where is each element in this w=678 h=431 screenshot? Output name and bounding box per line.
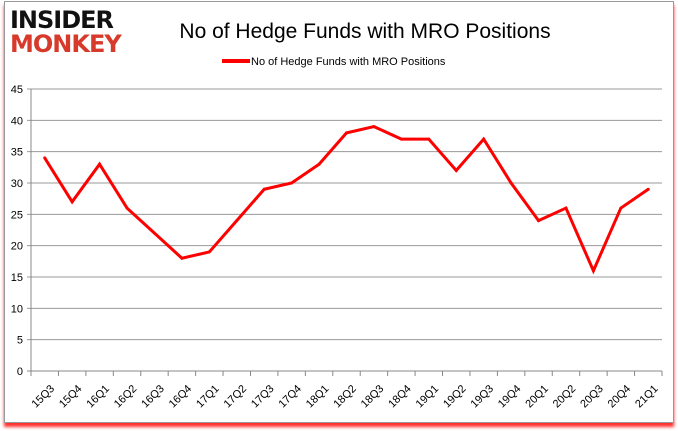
x-tick-label: 16Q1 xyxy=(84,383,112,411)
x-tick-label: 20Q4 xyxy=(606,383,634,411)
x-tick-label: 17Q3 xyxy=(249,383,277,411)
chart-frame xyxy=(4,1,674,423)
y-tick-label: 40 xyxy=(11,115,23,127)
data-point xyxy=(619,206,623,210)
x-tick-label: 16Q4 xyxy=(167,383,195,411)
data-point xyxy=(317,162,321,166)
insider-monkey-logo: INSIDER MONKEY xyxy=(10,6,122,58)
data-point xyxy=(262,187,266,191)
data-point xyxy=(70,200,74,204)
y-tick-label: 45 xyxy=(11,84,23,96)
x-tick-label: 21Q1 xyxy=(633,383,661,411)
data-point xyxy=(372,125,376,129)
x-tick-label: 16Q2 xyxy=(112,383,140,411)
y-tick-label: 0 xyxy=(17,366,23,378)
legend-label: No of Hedge Funds with MRO Positions xyxy=(251,56,446,68)
data-point xyxy=(207,250,211,254)
data-point xyxy=(427,137,431,141)
y-tick-label: 15 xyxy=(11,272,23,284)
data-point xyxy=(537,219,541,223)
chart-title: No of Hedge Funds with MRO Positions xyxy=(179,20,550,43)
x-tick-label: 15Q4 xyxy=(57,383,85,411)
x-tick-label: 17Q4 xyxy=(276,383,304,411)
x-tick-label: 19Q2 xyxy=(441,383,469,411)
data-point xyxy=(482,137,486,141)
y-tick-label: 10 xyxy=(11,303,23,315)
logo-line2: MONKEY xyxy=(10,30,122,58)
y-tick-label: 5 xyxy=(17,335,23,347)
y-tick-label: 25 xyxy=(11,209,23,221)
data-point xyxy=(564,206,568,210)
data-point xyxy=(454,168,458,172)
data-point xyxy=(235,219,239,223)
x-tick-label: 17Q2 xyxy=(222,383,250,411)
x-tick-label: 18Q4 xyxy=(386,383,414,411)
data-point xyxy=(290,181,294,185)
x-tick-label: 16Q3 xyxy=(139,383,167,411)
data-point xyxy=(509,181,513,185)
data-point xyxy=(43,156,47,160)
x-tick-label: 20Q3 xyxy=(578,383,606,411)
data-point xyxy=(152,231,156,235)
x-tick-label: 17Q1 xyxy=(194,383,222,411)
x-tick-label: 19Q3 xyxy=(469,383,497,411)
data-point xyxy=(180,256,184,260)
data-point xyxy=(399,137,403,141)
x-tick-label: 20Q2 xyxy=(551,383,579,411)
data-point xyxy=(646,187,650,191)
x-tick-label: 20Q1 xyxy=(523,383,551,411)
data-point xyxy=(591,269,595,273)
data-point xyxy=(98,162,102,166)
x-tick-label: 19Q4 xyxy=(496,383,524,411)
legend: No of Hedge Funds with MRO Positions xyxy=(222,56,446,68)
x-tick-label: 19Q1 xyxy=(414,383,442,411)
data-point xyxy=(125,206,129,210)
series-line xyxy=(43,125,650,275)
x-tick-label: 15Q3 xyxy=(30,383,58,411)
data-point xyxy=(345,131,348,135)
x-tick-label: 18Q3 xyxy=(359,383,387,411)
y-tick-label: 35 xyxy=(11,147,23,159)
y-tick-label: 30 xyxy=(11,178,23,190)
logo-line1: INSIDER xyxy=(10,6,114,34)
y-tick-label: 20 xyxy=(11,241,23,253)
x-tick-label: 18Q1 xyxy=(304,383,332,411)
x-tick-label: 18Q2 xyxy=(331,383,359,411)
